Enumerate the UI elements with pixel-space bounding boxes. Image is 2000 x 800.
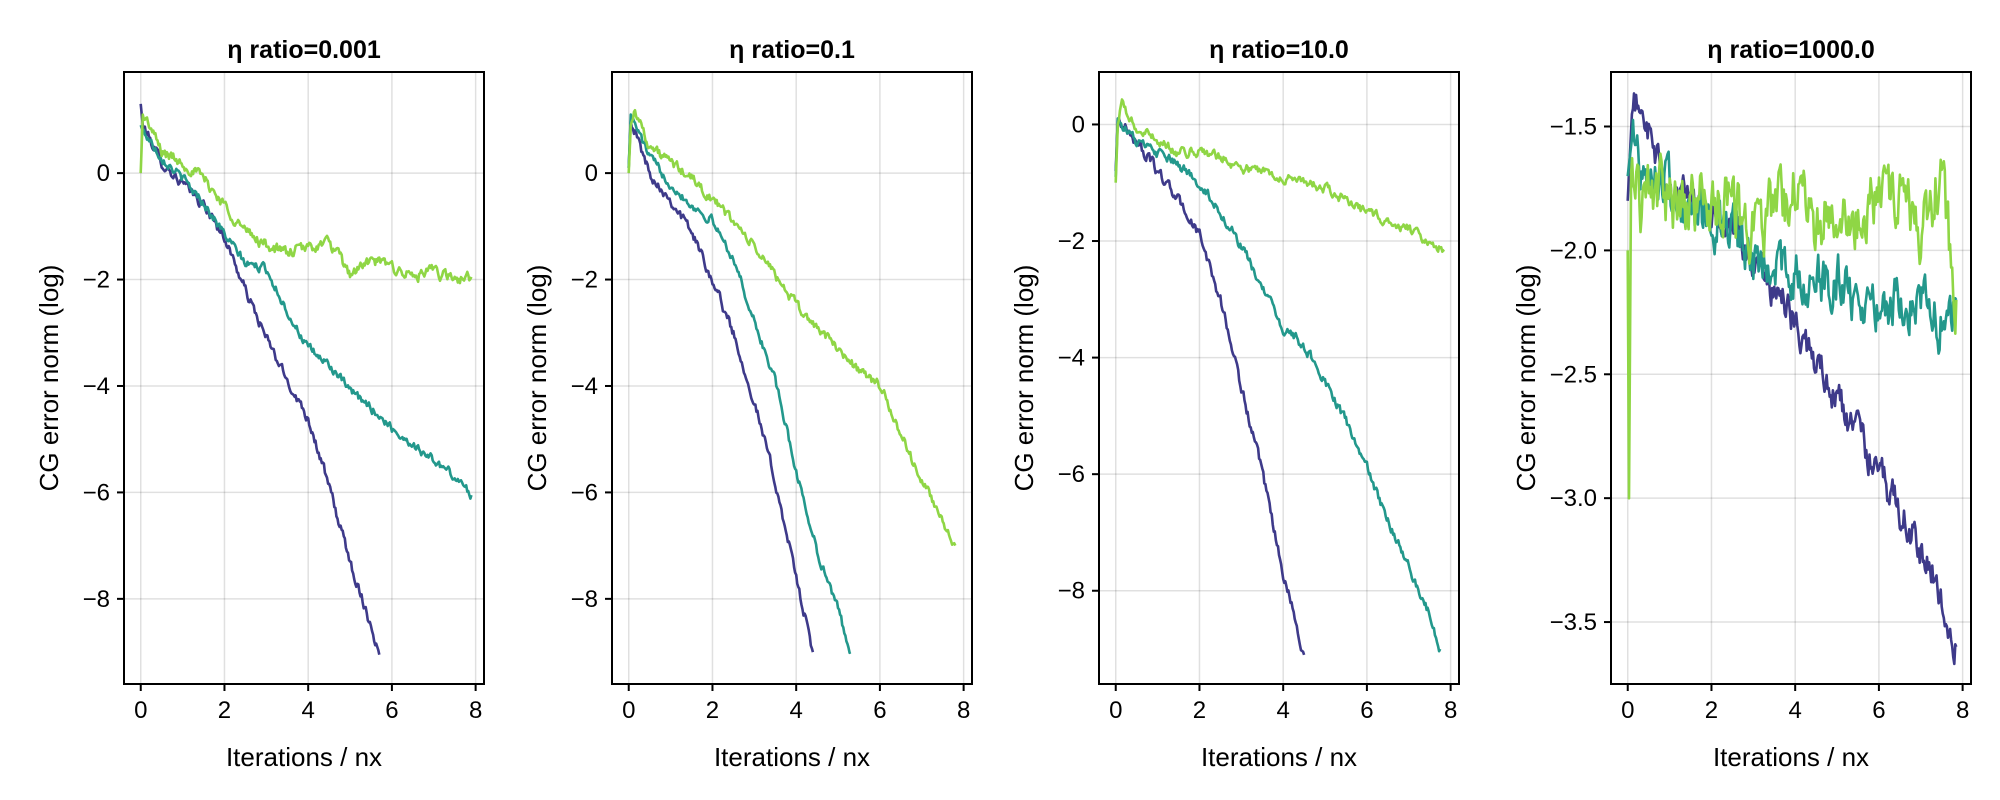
x-tick-label: 8 (957, 697, 970, 724)
plot-frame (612, 72, 972, 684)
y-tick-label: −3.5 (1550, 609, 1597, 636)
y-tick-label: 0 (585, 160, 598, 187)
series-line-3 (629, 110, 956, 545)
x-axis-label: Iterations / nx (1713, 742, 1869, 772)
y-tick-label: −8 (1058, 578, 1085, 605)
x-tick-label: 8 (469, 697, 482, 724)
x-tick-label: 6 (1360, 697, 1373, 724)
series-group (1628, 93, 1957, 664)
series-line-3 (141, 115, 472, 284)
x-tick-label: 6 (873, 697, 886, 724)
x-axis-label: Iterations / nx (1201, 742, 1357, 772)
y-tick-label: −2 (83, 267, 110, 294)
y-axis-label: CG error norm (log) (1009, 265, 1039, 492)
series-line-2 (1116, 119, 1441, 652)
panel-4: 0 2 4 6 8 −1.5 −2.0 −2.5 −3.0 −3.5 η ratio=1000.0 I… (1511, 36, 1971, 772)
x-tick-label: 6 (385, 697, 398, 724)
y-tick-label: −8 (83, 586, 110, 613)
x-tick-label: 8 (1956, 697, 1969, 724)
y-tick-label: −2 (1058, 228, 1085, 255)
y-tick-label: 0 (97, 160, 110, 187)
x-tick-label: 2 (1193, 697, 1206, 724)
y-tick-label: −6 (83, 479, 110, 506)
x-axis-label: Iterations / nx (714, 742, 870, 772)
y-tick-label: −3.0 (1550, 485, 1597, 512)
x-tick-label: 4 (790, 697, 803, 724)
y-tick-label: 0 (1072, 111, 1085, 138)
series-line-2 (141, 125, 472, 498)
x-axis-label: Iterations / nx (226, 742, 382, 772)
y-tick-label: −2.0 (1550, 237, 1597, 264)
y-tick-label: −4 (83, 373, 110, 400)
panel-title: η ratio=10.0 (1209, 36, 1349, 64)
x-tick-label: 8 (1444, 697, 1457, 724)
x-tick-label: 4 (1789, 697, 1802, 724)
y-tick-label: −6 (571, 479, 598, 506)
x-tick-label: 0 (1109, 697, 1122, 724)
x-tick-label: 0 (622, 697, 635, 724)
y-axis-label: CG error norm (log) (1511, 265, 1541, 492)
series-group (629, 110, 956, 653)
y-tick-label: −4 (571, 373, 598, 400)
x-tick-label: 2 (218, 697, 231, 724)
y-tick-label: −2.5 (1550, 361, 1597, 388)
panel-title: η ratio=0.001 (227, 36, 381, 64)
panel-1: 0 2 4 6 8 0 −2 −4 −6 −8 η ratio=0.001 Iterations / … (34, 36, 484, 772)
y-axis-label: CG error norm (log) (522, 265, 552, 492)
x-tick-label: 2 (1705, 697, 1718, 724)
y-tick-label: −2 (571, 267, 598, 294)
panel-title: η ratio=0.1 (729, 36, 855, 64)
series-line-3 (1116, 100, 1445, 252)
panel-title: η ratio=1000.0 (1707, 36, 1874, 64)
y-axis-label: CG error norm (log) (34, 265, 64, 492)
x-tick-label: 4 (1277, 697, 1290, 724)
y-tick-label: −8 (571, 586, 598, 613)
x-tick-label: 0 (134, 697, 147, 724)
x-tick-label: 0 (1621, 697, 1634, 724)
x-tick-label: 4 (302, 697, 315, 724)
series-group (1116, 100, 1445, 655)
series-group (141, 104, 472, 655)
panel-3: 0 2 4 6 8 0 −2 −4 −6 −8 η ratio=10.0 Iterations / n… (1009, 36, 1459, 772)
y-tick-label: −1.5 (1550, 114, 1597, 141)
x-tick-label: 6 (1872, 697, 1885, 724)
x-tick-label: 2 (706, 697, 719, 724)
y-tick-label: −4 (1058, 345, 1085, 372)
y-tick-label: −6 (1058, 461, 1085, 488)
panel-2: 0 2 4 6 8 0 −2 −4 −6 −8 η ratio=0.1 Iterations / nx… (522, 36, 972, 772)
